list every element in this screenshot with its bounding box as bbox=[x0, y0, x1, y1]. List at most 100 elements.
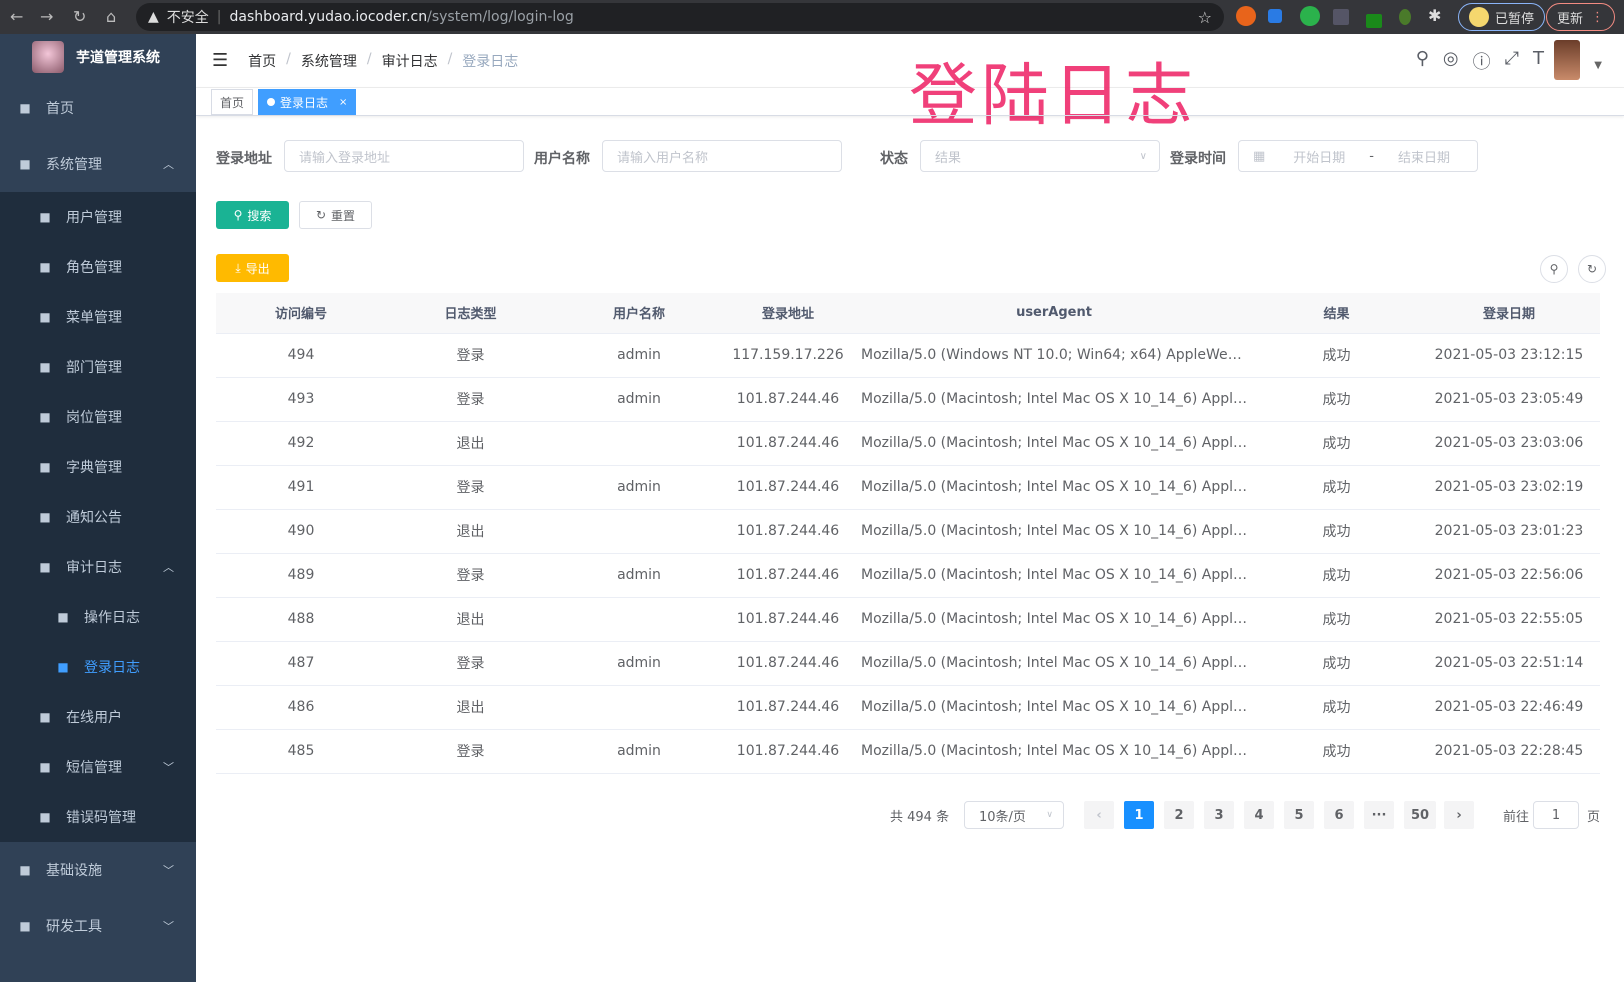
search-icon: ⚲ bbox=[1549, 262, 1559, 276]
sidebar-item[interactable]: ■ 菜单管理 bbox=[0, 292, 196, 342]
sidebar-item[interactable]: ■ 审计日志 ︿ bbox=[0, 542, 196, 592]
tag-login-log[interactable]: 登录日志 × bbox=[258, 89, 357, 115]
page-button[interactable]: 2 bbox=[1164, 801, 1194, 829]
sidebar-item[interactable]: ■ 短信管理 ﹀ bbox=[0, 742, 196, 792]
extension-icon[interactable] bbox=[1399, 9, 1411, 25]
home-icon[interactable]: ⌂ bbox=[106, 7, 117, 26]
table-cell: Mozilla/5.0 (Macintosh; Intel Mac OS X 1… bbox=[853, 465, 1255, 510]
sidebar-item-label: 首页 bbox=[46, 101, 74, 117]
sidebar-logo[interactable]: 芋道管理系统 bbox=[0, 34, 196, 80]
next-page-button[interactable]: › bbox=[1444, 801, 1474, 829]
gear-icon: ■ bbox=[19, 157, 31, 171]
table-cell: 2021-05-03 23:12:15 bbox=[1418, 333, 1600, 378]
breadcrumb-item[interactable]: 审计日志 bbox=[381, 53, 438, 70]
form-icon: ■ bbox=[57, 610, 69, 624]
profile-button[interactable]: 已暂停 bbox=[1458, 3, 1546, 31]
username-input[interactable]: 请输入用户名称 bbox=[602, 140, 842, 172]
table-cell: admin bbox=[555, 553, 723, 598]
dot-icon bbox=[267, 98, 275, 106]
sidebar-item-label: 角色管理 bbox=[66, 260, 122, 276]
status-select[interactable]: 结果 ∨ bbox=[920, 140, 1160, 172]
table-cell: 488 bbox=[216, 597, 386, 642]
page-button[interactable]: 6 bbox=[1324, 801, 1354, 829]
extension-icon[interactable] bbox=[1366, 14, 1382, 28]
table-row: 494 登录 admin 117.159.17.226 Mozilla/5.0 (Win… bbox=[216, 333, 1600, 378]
overlay-title: 登陆日志 bbox=[909, 57, 1198, 136]
page-button[interactable]: 3 bbox=[1204, 801, 1234, 829]
table-cell: Mozilla/5.0 (Macintosh; Intel Mac OS X 1… bbox=[853, 553, 1255, 598]
address-bar[interactable]: ▲ 不安全 | dashboard.yudao.iocoder.cn/syste… bbox=[136, 3, 1224, 31]
sidebar-item[interactable]: ■ 登录日志 bbox=[0, 642, 196, 692]
page-size-select[interactable]: 10条/页 ∨ bbox=[964, 801, 1064, 829]
search-icon[interactable]: ⚲ bbox=[1415, 48, 1429, 69]
page-button[interactable]: 4 bbox=[1244, 801, 1274, 829]
sidebar-item-label: 基础设施 bbox=[46, 863, 102, 879]
logo-image bbox=[32, 41, 64, 73]
table-row: 491 登录 admin 101.87.244.46 Mozilla/5.0 (Maci… bbox=[216, 465, 1600, 510]
breadcrumb-item[interactable]: 系统管理 bbox=[300, 53, 357, 70]
ip-input[interactable]: 请输入登录地址 bbox=[284, 140, 524, 172]
update-button[interactable]: 更新 ⋮ bbox=[1546, 3, 1616, 31]
tag-home[interactable]: 首页 bbox=[211, 89, 254, 115]
sidebar-item[interactable]: ■ 基础设施 ﹀ bbox=[0, 842, 196, 898]
placeholder: 请输入登录地址 bbox=[299, 150, 391, 166]
sidebar-item[interactable]: ■ 操作日志 bbox=[0, 592, 196, 642]
sidebar-item[interactable]: ■ 角色管理 bbox=[0, 242, 196, 292]
help-icon[interactable]: ⓘ bbox=[1472, 52, 1491, 73]
table-row: 486 退出 101.87.244.46 Mozilla/5.0 (Macintosh… bbox=[216, 685, 1600, 730]
hamburger-icon[interactable]: ☰ bbox=[212, 50, 229, 71]
toggle-search-button[interactable]: ⚲ bbox=[1540, 255, 1568, 283]
browser-toolbar: ← → ↻ ⌂ ▲ 不安全 | dashboard.yudao.iocoder.… bbox=[0, 0, 1624, 34]
sidebar-item[interactable]: ■ 首页 bbox=[0, 80, 196, 136]
sidebar-item[interactable]: ■ 在线用户 bbox=[0, 692, 196, 742]
page-button[interactable]: 5 bbox=[1284, 801, 1314, 829]
breadcrumb-item[interactable]: 首页 bbox=[248, 53, 277, 70]
search-button[interactable]: ⚲ 搜索 bbox=[216, 201, 289, 229]
sidebar-item-label: 系统管理 bbox=[46, 157, 102, 173]
sidebar-item[interactable]: ■ 用户管理 bbox=[0, 192, 196, 242]
export-button[interactable]: ⤓ 导出 bbox=[216, 254, 289, 282]
reset-button[interactable]: ↻ 重置 bbox=[299, 201, 372, 229]
table-cell: 登录 bbox=[386, 333, 555, 378]
page-button[interactable]: 1 bbox=[1124, 801, 1154, 829]
sidebar-item[interactable]: ■ 字典管理 bbox=[0, 442, 196, 492]
back-icon[interactable]: ← bbox=[10, 7, 24, 26]
search-icon: ⚲ bbox=[233, 208, 243, 222]
refresh-button[interactable]: ↻ bbox=[1578, 255, 1606, 283]
close-icon[interactable]: × bbox=[339, 96, 348, 108]
extension-icon[interactable] bbox=[1333, 9, 1349, 25]
extension-icon[interactable] bbox=[1300, 6, 1320, 26]
github-icon[interactable]: ◎ bbox=[1442, 48, 1459, 69]
sidebar-item[interactable]: ■ 部门管理 bbox=[0, 342, 196, 392]
extension-icon[interactable] bbox=[1236, 6, 1256, 26]
fullscreen-icon[interactable]: ⤢ bbox=[1504, 48, 1519, 69]
table-cell: 成功 bbox=[1255, 641, 1418, 686]
user-avatar[interactable] bbox=[1554, 40, 1580, 80]
sidebar-item[interactable]: ■ 系统管理 ︿ bbox=[0, 136, 196, 192]
time-label: 登录时间 bbox=[1170, 151, 1226, 167]
goto-page-input[interactable]: 1 bbox=[1533, 801, 1579, 829]
prev-page-button[interactable]: ‹ bbox=[1084, 801, 1114, 829]
table-cell: 101.87.244.46 bbox=[723, 509, 853, 554]
extension-icon[interactable] bbox=[1268, 9, 1282, 23]
table-cell: 101.87.244.46 bbox=[723, 597, 853, 642]
sidebar-item[interactable]: ■ 通知公告 bbox=[0, 492, 196, 542]
tag-label: 首页 bbox=[220, 95, 245, 110]
font-size-icon[interactable]: T bbox=[1533, 48, 1544, 69]
table-cell: 登录 bbox=[386, 377, 555, 422]
sidebar-item[interactable]: ■ 研发工具 ﹀ bbox=[0, 898, 196, 954]
sidebar-item[interactable]: ■ 岗位管理 bbox=[0, 392, 196, 442]
page-button[interactable]: 50 bbox=[1404, 801, 1436, 829]
sidebar-item[interactable]: ■ 错误码管理 bbox=[0, 792, 196, 842]
star-icon[interactable]: ☆ bbox=[1197, 7, 1212, 27]
reload-icon[interactable]: ↻ bbox=[73, 7, 87, 26]
page-button[interactable]: ··· bbox=[1364, 801, 1394, 829]
chevron-up-icon: ︿ bbox=[163, 561, 174, 574]
column-header: 登录地址 bbox=[723, 293, 853, 334]
forward-icon[interactable]: → bbox=[40, 7, 54, 26]
puzzle-icon[interactable]: ✱ bbox=[1428, 6, 1442, 25]
range-separator: - bbox=[1369, 148, 1374, 164]
date-range-picker[interactable]: ▦ 开始日期 - 结束日期 bbox=[1238, 140, 1478, 172]
sidebar-item-label: 操作日志 bbox=[84, 610, 140, 626]
caret-down-icon[interactable]: ▼ bbox=[1594, 60, 1602, 71]
